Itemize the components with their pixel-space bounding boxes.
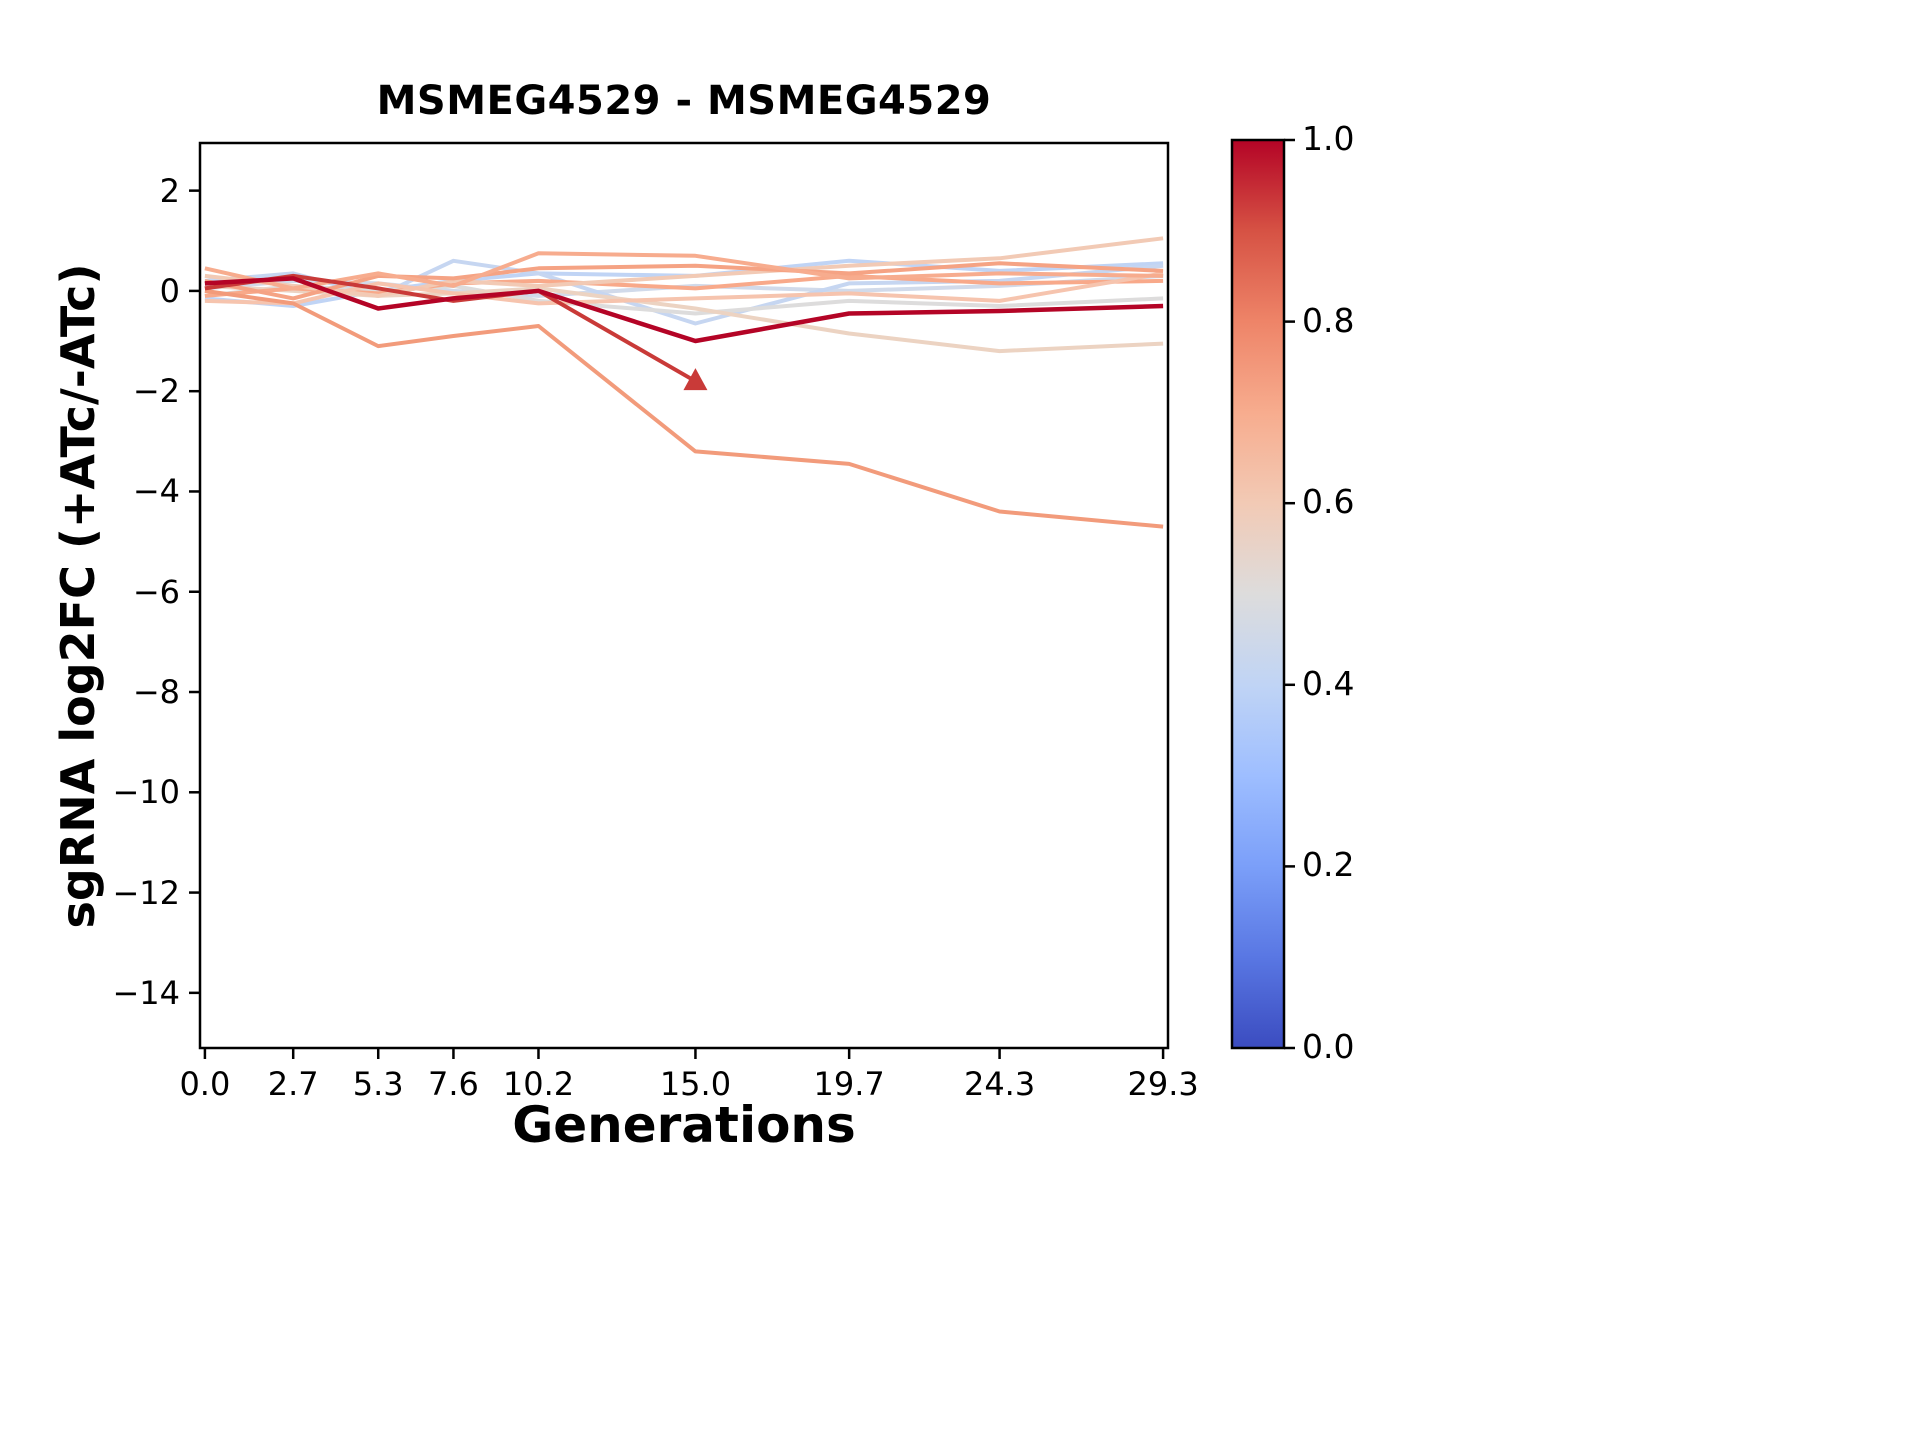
y-tick-label: −6 [132,572,180,611]
chart-title: MSMEG4529 - MSMEG4529 [376,78,992,124]
colorbar-tick-label: 0.2 [1302,845,1355,885]
colorbar-tick-label: 1.0 [1302,119,1355,158]
y-tick-label: −12 [112,873,180,912]
y-tick-label: 2 [159,171,180,210]
colorbar-tick-label: 0.6 [1302,482,1355,522]
y-tick-label: −10 [112,773,180,812]
x-tick-label: 2.7 [267,1065,319,1103]
y-tick-label: −8 [132,673,180,712]
series-line-sgRNA-6 [204,271,1164,306]
end-marker-triangle-icon [683,368,708,391]
x-tick-label: 19.7 [813,1065,885,1103]
series-line-sgRNA-3 [204,288,1164,529]
series-line-sgRNA-1 [204,276,1164,344]
x-tick-label: 24.3 [963,1065,1036,1103]
x-tick-label: 0.0 [179,1065,231,1103]
colorbar-gradient [1232,140,1284,1048]
x-tick-label: 15.0 [659,1065,732,1103]
x-tick-label: 5.3 [352,1065,404,1103]
x-axis-label: Generations [512,1096,856,1154]
series-line-sgRNA-5 [204,261,1164,301]
x-tick-label: 7.6 [427,1065,479,1103]
colorbar-tick-label: 0.4 [1302,663,1355,703]
series-line-sgRNA-4 [204,251,1164,291]
colorbar-border [1230,138,1286,1050]
x-tick-label: 10.2 [502,1065,575,1103]
colorbar-tick-label: 0.8 [1302,300,1355,340]
x-tick-label: 29.3 [1127,1065,1199,1103]
y-tick-label: −4 [132,472,180,511]
y-tick-label: −2 [132,372,180,411]
y-tick-label: 0 [159,271,180,310]
plot-border [198,141,1170,1050]
y-tick-label: −14 [112,973,180,1012]
colorbar-tick-label: 0.0 [1302,1027,1355,1066]
